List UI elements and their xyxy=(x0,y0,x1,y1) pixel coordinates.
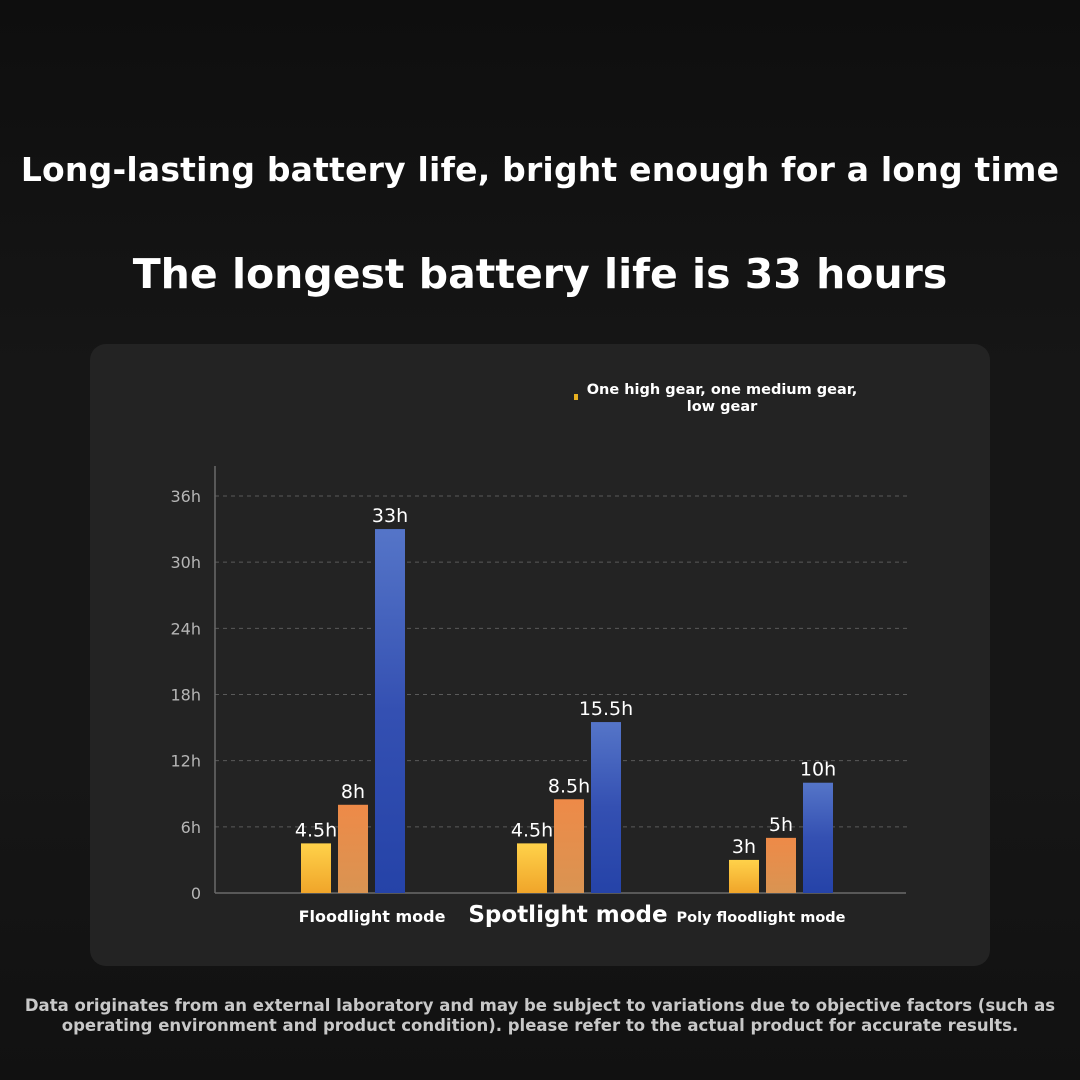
data-label: 4.5h xyxy=(295,819,337,841)
bar xyxy=(766,837,796,893)
chart-legend: One high gear, one medium gear, low gear xyxy=(572,382,872,416)
legend-swatch xyxy=(574,394,578,400)
data-label: 33h xyxy=(372,505,408,527)
data-label: 5h xyxy=(769,814,793,836)
bar xyxy=(301,843,331,893)
subheadline: The longest battery life is 33 hours xyxy=(132,250,948,298)
data-label: 4.5h xyxy=(511,819,553,841)
footnote-line-2: operating environment and product condit… xyxy=(61,1016,1019,1035)
data-label: 8h xyxy=(341,781,365,803)
headline: Long-lasting battery life, bright enough… xyxy=(20,150,1060,189)
y-tick-label: 18h xyxy=(171,686,202,705)
y-tick-label: 0 xyxy=(191,884,201,903)
y-tick-label: 30h xyxy=(171,553,202,572)
x-category-label: Poly floodlight mode xyxy=(676,910,845,926)
footnote-line-1: Data originates from an external laborat… xyxy=(24,996,1056,1015)
bar xyxy=(554,799,584,893)
bar xyxy=(375,529,405,893)
y-tick-label: 36h xyxy=(171,487,202,506)
data-label: 15.5h xyxy=(579,698,633,720)
data-label: 8.5h xyxy=(548,775,590,797)
y-tick-label: 12h xyxy=(171,752,202,771)
footnote: Data originates from an external laborat… xyxy=(0,996,1080,1036)
x-category-label: Spotlight mode xyxy=(468,902,667,928)
bar xyxy=(803,782,833,893)
legend-text: One high gear, one medium gear, low gear xyxy=(586,382,858,415)
x-category-label: Floodlight mode xyxy=(299,907,446,926)
data-label: 3h xyxy=(732,836,756,858)
bar xyxy=(729,859,759,893)
bar xyxy=(591,722,621,893)
bar xyxy=(517,843,547,893)
data-label: 10h xyxy=(800,759,836,781)
y-tick-label: 6h xyxy=(181,818,201,837)
y-tick-label: 24h xyxy=(171,619,202,638)
bar xyxy=(338,804,368,893)
